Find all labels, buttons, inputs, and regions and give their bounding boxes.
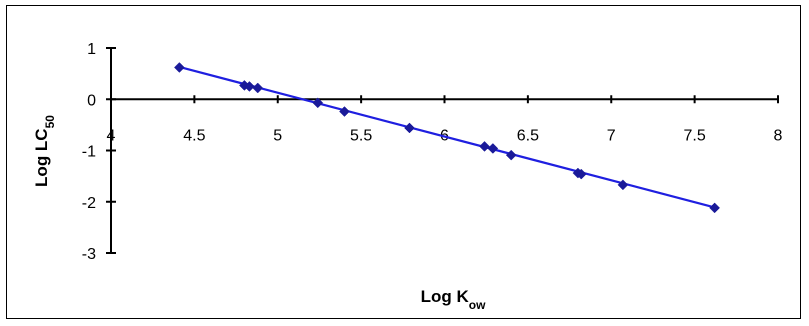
y-axis-title-main: Log LC xyxy=(32,128,51,187)
data-point xyxy=(505,149,517,161)
x-tick-label: 5 xyxy=(273,127,282,144)
y-tick-label: -2 xyxy=(82,195,96,212)
y-ticks: 1 0 -1 -2 -3 xyxy=(82,41,116,263)
y-tick-label: 0 xyxy=(87,92,96,109)
x-axis-title-main: Log K xyxy=(421,287,470,306)
y-axis-title: Log LC50 xyxy=(32,115,57,187)
y-tick-label: -3 xyxy=(82,246,96,263)
chart-frame: 44.555.566.577.58 10-1-2-3 Log Kow Log L… xyxy=(6,5,801,319)
y-tick-label: 1 xyxy=(87,41,96,58)
x-tick-label: 4.5 xyxy=(183,127,205,144)
data-point xyxy=(575,168,587,180)
x-tick-label: 7.5 xyxy=(684,127,706,144)
data-point xyxy=(487,143,499,154)
data-point xyxy=(404,122,415,134)
data-points xyxy=(174,62,720,214)
data-point xyxy=(174,62,185,73)
x-tick-label: 5.5 xyxy=(350,127,372,144)
x-axis-title-sub: ow xyxy=(469,298,486,312)
data-point xyxy=(339,106,350,117)
data-point xyxy=(244,81,255,92)
x-tick-label: 8 xyxy=(774,127,783,144)
data-point xyxy=(709,202,720,214)
data-point xyxy=(617,179,629,191)
x-tick-label: 6.5 xyxy=(517,127,539,144)
x-axis-title: Log Kow xyxy=(421,287,486,312)
y-axis-title-sub: 50 xyxy=(43,115,57,129)
y-tick-label: -1 xyxy=(82,144,96,161)
axes: 44.555.566.577.58 10-1-2-3 xyxy=(82,41,783,263)
scatter-chart: 44.555.566.577.58 10-1-2-3 Log Kow Log L… xyxy=(32,41,783,312)
x-tick-label: 4 xyxy=(107,127,116,144)
x-tick-label: 7 xyxy=(607,127,616,144)
data-point xyxy=(252,82,264,94)
data-point xyxy=(312,97,324,109)
data-point xyxy=(479,141,490,152)
